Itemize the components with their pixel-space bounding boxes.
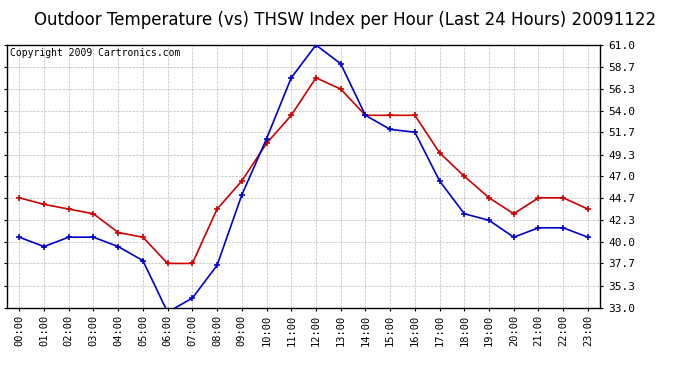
Text: Copyright 2009 Cartronics.com: Copyright 2009 Cartronics.com: [10, 48, 180, 58]
Text: Outdoor Temperature (vs) THSW Index per Hour (Last 24 Hours) 20091122: Outdoor Temperature (vs) THSW Index per …: [34, 11, 656, 29]
